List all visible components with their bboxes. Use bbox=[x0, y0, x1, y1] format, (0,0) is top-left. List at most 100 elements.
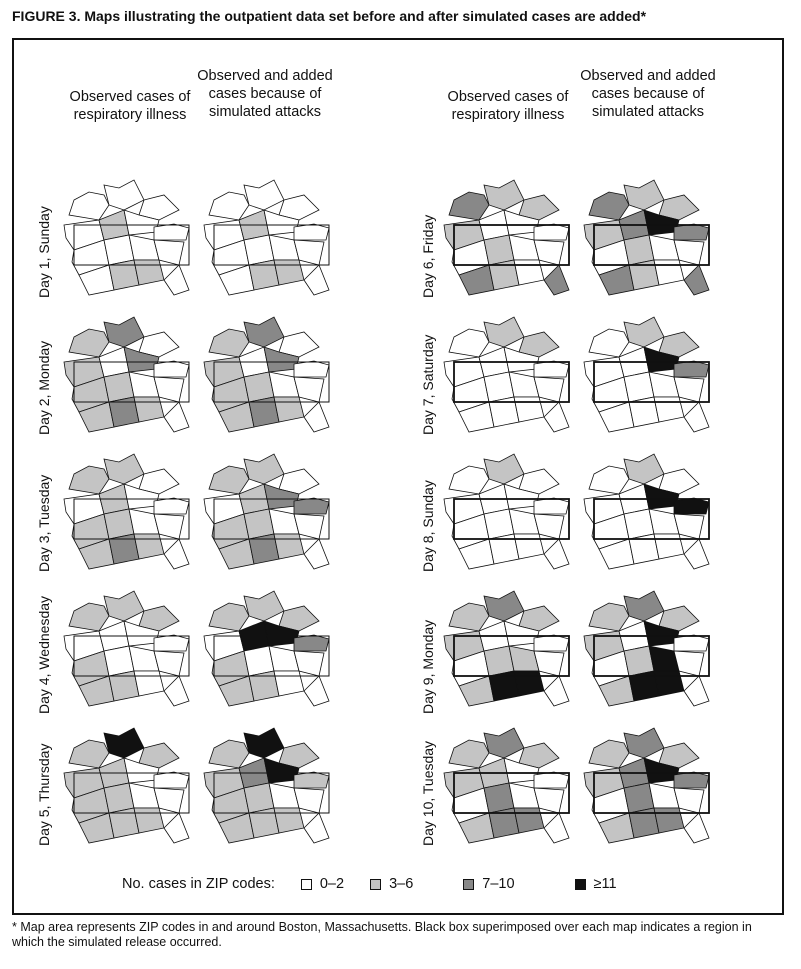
zip-region bbox=[503, 620, 540, 647]
zip-region bbox=[518, 331, 560, 358]
zip-region bbox=[543, 264, 570, 296]
zip-region bbox=[653, 259, 685, 286]
release-region-box bbox=[453, 772, 570, 814]
zip-region bbox=[543, 401, 570, 433]
row-label: Day 8, Sunday bbox=[420, 480, 436, 572]
legend-swatch bbox=[463, 878, 475, 890]
zip-map-observed bbox=[443, 453, 570, 570]
zip-region bbox=[653, 670, 685, 697]
zip-region bbox=[153, 360, 190, 378]
zip-region bbox=[123, 620, 160, 647]
legend-item: 3–6 bbox=[370, 876, 413, 892]
zip-region bbox=[138, 742, 180, 769]
column-header-observed: Observed cases of respiratory illness bbox=[69, 89, 191, 123]
zip-region bbox=[683, 675, 710, 707]
legend-swatch bbox=[574, 878, 586, 890]
release-region-box bbox=[73, 635, 190, 677]
zip-region bbox=[278, 605, 320, 632]
zip-region bbox=[153, 497, 190, 515]
release-region-box bbox=[213, 361, 330, 403]
zip-region bbox=[588, 739, 630, 769]
zip-region bbox=[503, 483, 540, 510]
zip-region bbox=[68, 191, 110, 221]
zip-region bbox=[513, 396, 545, 423]
zip-region bbox=[533, 223, 570, 241]
zip-region bbox=[263, 757, 300, 784]
zip-region bbox=[273, 670, 305, 697]
zip-region bbox=[263, 209, 300, 236]
zip-map-observed bbox=[63, 316, 190, 433]
zip-region bbox=[513, 533, 545, 560]
zip-region bbox=[68, 602, 110, 632]
zip-region bbox=[683, 538, 710, 570]
zip-region bbox=[658, 194, 700, 221]
zip-region bbox=[133, 670, 165, 697]
zip-region bbox=[588, 602, 630, 632]
release-region-box bbox=[593, 224, 710, 266]
column-header-added: Observed and added cases because of simu… bbox=[197, 68, 333, 120]
column-header-observed: Observed cases of respiratory illness bbox=[447, 89, 569, 123]
zip-region bbox=[123, 346, 160, 373]
zip-region bbox=[303, 264, 330, 296]
zip-map-added bbox=[203, 590, 330, 707]
zip-region bbox=[518, 194, 560, 221]
zip-region bbox=[133, 533, 165, 560]
zip-region bbox=[293, 771, 330, 789]
row-label: Day 7, Saturday bbox=[420, 334, 436, 435]
zip-region bbox=[153, 771, 190, 789]
zip-region bbox=[513, 670, 545, 697]
zip-map-added bbox=[583, 316, 710, 433]
zip-region bbox=[103, 590, 145, 622]
zip-region bbox=[653, 533, 685, 560]
zip-region bbox=[653, 396, 685, 423]
release-region-box bbox=[593, 361, 710, 403]
zip-region bbox=[448, 465, 490, 495]
zip-region bbox=[273, 259, 305, 286]
zip-region bbox=[503, 209, 540, 236]
zip-region bbox=[68, 465, 110, 495]
release-region-box bbox=[73, 224, 190, 266]
column-header-added: Observed and added cases because of simu… bbox=[580, 68, 716, 120]
zip-region bbox=[263, 620, 300, 647]
zip-map-observed bbox=[443, 590, 570, 707]
zip-region bbox=[163, 812, 190, 844]
zip-region bbox=[103, 727, 145, 759]
legend-swatch bbox=[300, 878, 312, 890]
zip-map-added bbox=[583, 453, 710, 570]
zip-region bbox=[138, 468, 180, 495]
row-label: Day 2, Monday bbox=[36, 340, 52, 435]
zip-region bbox=[103, 316, 145, 348]
zip-region bbox=[623, 453, 665, 485]
zip-region bbox=[643, 346, 680, 373]
zip-region bbox=[683, 401, 710, 433]
release-region-box bbox=[593, 635, 710, 677]
zip-region bbox=[448, 328, 490, 358]
zip-region bbox=[673, 771, 710, 789]
zip-region bbox=[303, 675, 330, 707]
zip-region bbox=[278, 742, 320, 769]
zip-region bbox=[673, 223, 710, 241]
zip-region bbox=[683, 812, 710, 844]
zip-region bbox=[533, 771, 570, 789]
release-region-box bbox=[453, 361, 570, 403]
legend: No. cases in ZIP codes: 0–2 3–6 7–10 ≥11 bbox=[122, 876, 617, 892]
zip-region bbox=[243, 179, 285, 211]
zip-region bbox=[208, 191, 250, 221]
zip-map-observed bbox=[63, 727, 190, 844]
zip-region bbox=[138, 194, 180, 221]
zip-region bbox=[448, 191, 490, 221]
zip-region bbox=[68, 328, 110, 358]
zip-region bbox=[623, 590, 665, 622]
zip-region bbox=[518, 605, 560, 632]
row-label: Day 10, Tuesday bbox=[420, 740, 436, 846]
figure-frame bbox=[12, 38, 784, 915]
zip-region bbox=[208, 465, 250, 495]
zip-region bbox=[533, 634, 570, 652]
zip-map-observed bbox=[63, 590, 190, 707]
zip-region bbox=[243, 453, 285, 485]
zip-region bbox=[263, 483, 300, 510]
zip-region bbox=[658, 468, 700, 495]
zip-region bbox=[153, 223, 190, 241]
legend-label: No. cases in ZIP codes: bbox=[122, 876, 275, 892]
zip-region bbox=[543, 812, 570, 844]
